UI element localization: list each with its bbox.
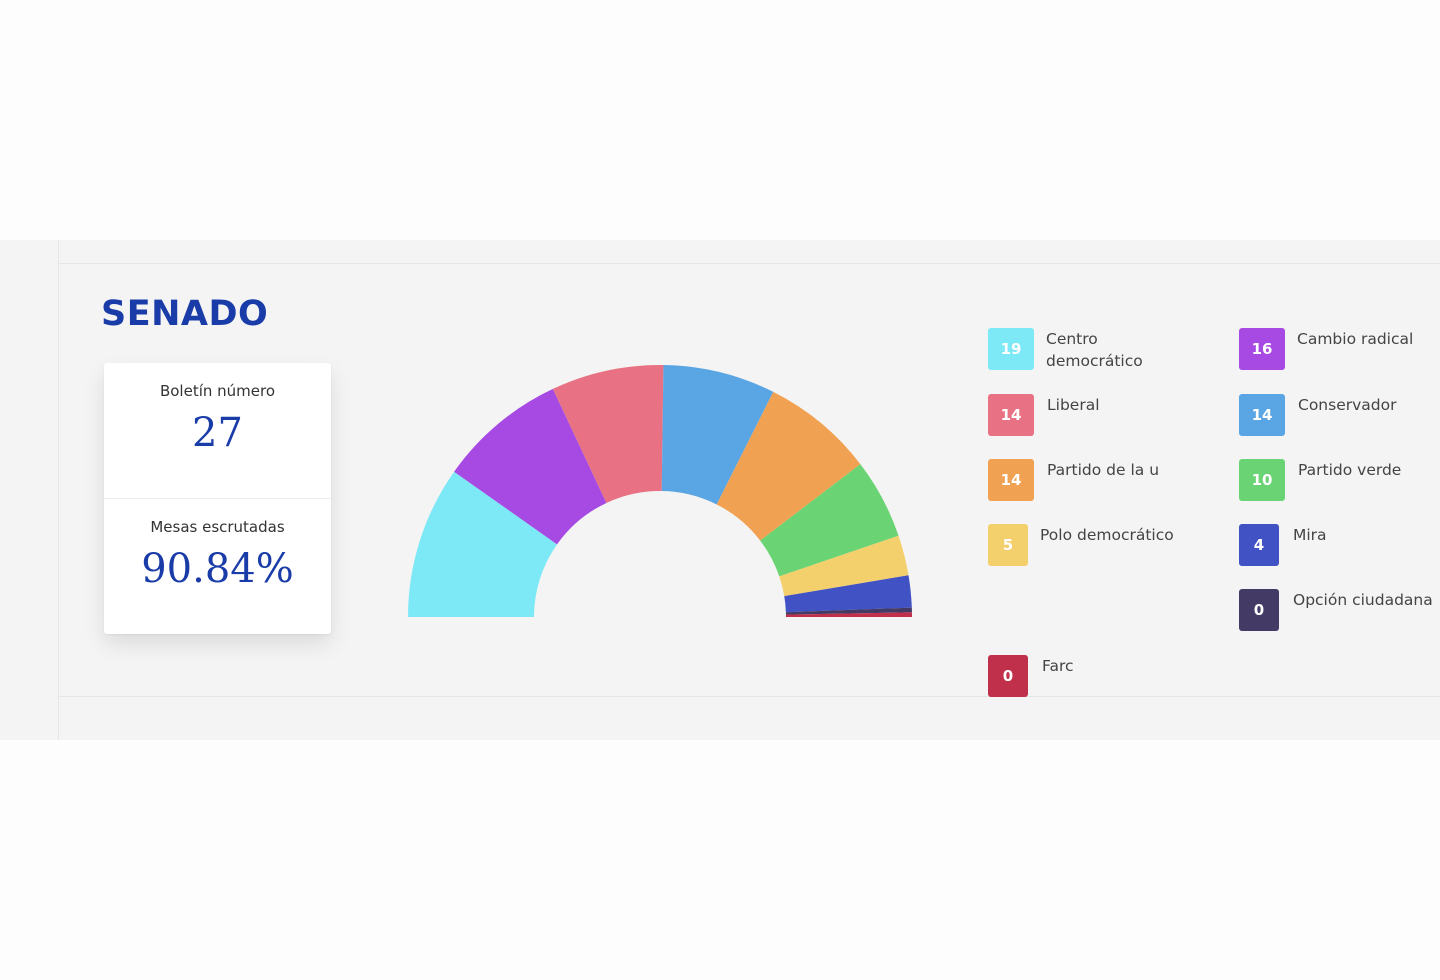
legend-seat-badge: 0 [1239,589,1279,631]
legend-label: Partido verde [1298,461,1402,479]
legend-seat-badge: 14 [1239,394,1285,436]
legend-label: Conservador [1298,396,1397,414]
arc-conservador[interactable] [661,365,774,505]
mesas-block: Mesas escrutadas 90.84% [104,518,331,592]
legend-seat-badge: 19 [988,328,1034,370]
stats-divider [104,498,331,499]
panel-top-divider [59,263,1440,264]
legend-label: Opción ciudadana [1293,591,1433,609]
boletin-value: 27 [192,410,243,456]
stats-card: Boletín número 27 Mesas escrutadas 90.84… [104,363,331,634]
boletin-label: Boletín número [159,382,276,400]
mesas-label: Mesas escrutadas [150,518,285,536]
mesas-value: 90.84% [141,546,294,592]
boletin-block: Boletín número 27 [104,382,331,456]
arc-farc[interactable] [785,612,912,617]
legend-label: Centro democrático [1046,330,1143,370]
arc-polo-democratico[interactable] [779,535,909,597]
panel-bottom-divider [59,696,1440,697]
arc-cambio-radical[interactable] [454,388,607,545]
legend-seat-badge: 10 [1239,459,1285,501]
legend-label: Polo democrático [1040,526,1174,544]
legend-seat-badge: 0 [988,655,1028,697]
page-title: SENADO [101,294,269,334]
arc-partido-de-la-u[interactable] [716,391,861,541]
legend-seat-badge: 5 [988,524,1028,566]
legend-seat-badge: 4 [1239,524,1279,566]
legend-label: Farc [1042,657,1074,675]
arc-liberal[interactable] [552,365,664,503]
arc-mira[interactable] [784,575,912,613]
arc-partido-verde[interactable] [760,464,899,577]
panel-left-border [58,240,59,740]
arc-centro-democratico[interactable] [408,471,558,617]
legend-seat-badge: 14 [988,459,1034,501]
legend-seat-badge: 14 [988,394,1034,436]
legend-seat-badge: 16 [1239,328,1285,370]
legend-label: Partido de la u [1047,461,1160,479]
legend-label: Liberal [1047,396,1100,414]
seat-distribution-chart [408,365,912,617]
legend-label: Mira [1293,526,1327,544]
legend-label: Cambio radical [1297,330,1414,348]
arc-opcion-ciudadana[interactable] [785,607,912,615]
